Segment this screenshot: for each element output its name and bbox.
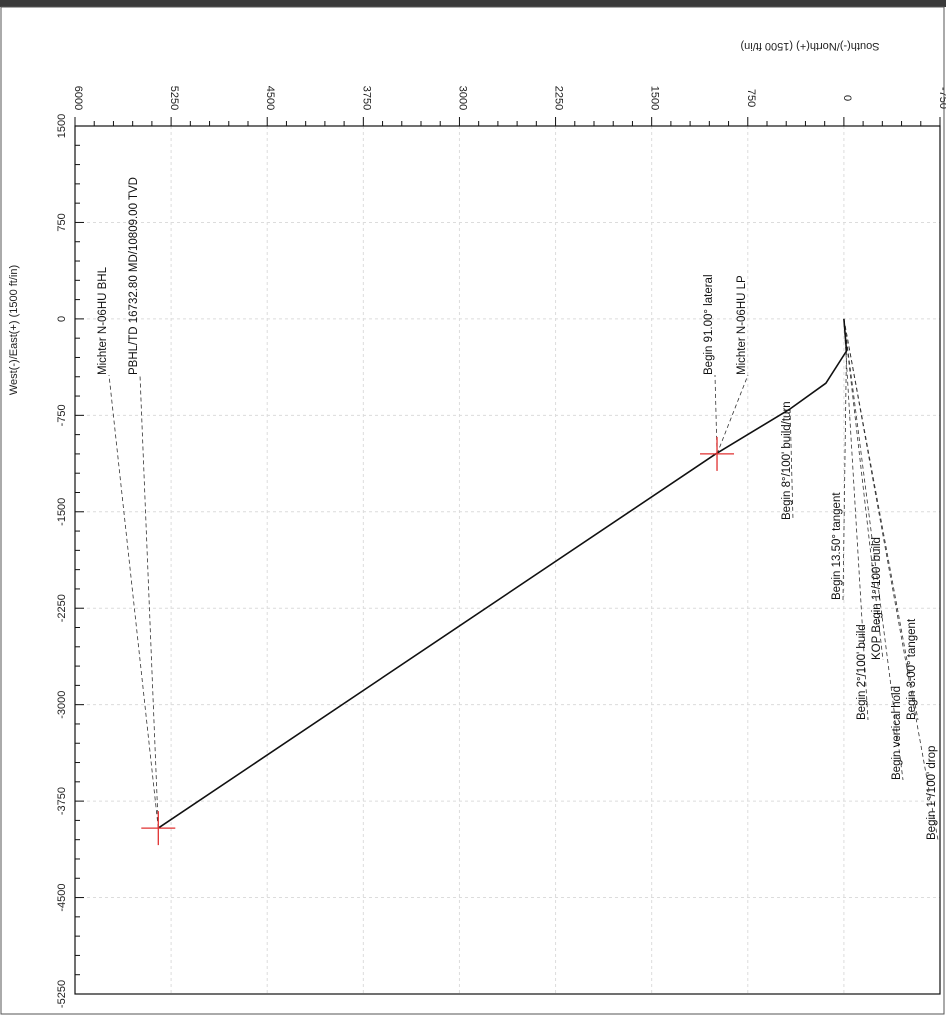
annotation-leader	[108, 374, 159, 829]
y-tick-label: 2250	[553, 86, 565, 110]
frame-border	[0, 6, 945, 1015]
annotation-label: Begin 13.50° tangent	[831, 492, 843, 600]
x-tick-label: -4500	[56, 883, 68, 911]
x-tick-label: -5250	[56, 980, 68, 1008]
annotation-label: Michter N-06HU LP	[736, 275, 748, 375]
annotation-label: Michter N-06HU BHL	[97, 266, 109, 375]
x-tick-label: 0	[56, 316, 68, 322]
y-tick-label: 1500	[649, 86, 661, 110]
annotation-label: KOP Begin 1°/100' build	[871, 537, 883, 660]
plot-area-border	[74, 125, 941, 995]
x-tick-label: -3750	[56, 787, 68, 815]
annotation-leader	[843, 318, 904, 781]
annotation-label: Begin 1°/100' drop	[926, 746, 938, 840]
annotation-leader	[843, 318, 939, 841]
annotation-label: Begin 2°/100' build	[856, 624, 868, 720]
axis-ticks	[74, 117, 941, 995]
annotation-leader	[843, 318, 919, 721]
frame-top-bar	[0, 0, 946, 7]
annotation-leaders	[108, 318, 939, 841]
y-tick-labels: 6000 5250 4500 3750 3000 2250 1500 750 0 -750	[72, 86, 946, 110]
y-tick-label: 750	[745, 89, 757, 107]
annotation-leader	[843, 318, 884, 661]
wellpath-line	[157, 318, 848, 829]
x-tick-label: -750	[56, 404, 68, 426]
annotation-label: Begin vertical hold	[891, 686, 903, 780]
annotation-label: Begin 8°/100' build/turn	[781, 401, 793, 520]
x-tick-label: -3000	[56, 691, 68, 719]
target-markers	[141, 436, 735, 846]
annotation-labels: KOP Begin 1°/100' build Begin 3.00° tange…	[97, 177, 938, 840]
x-tick-labels: 1500 750 0 -750 -1500 -2250 -3000 -3750 -4500 -52…	[56, 114, 68, 1008]
annotation-label: Begin 3.00° tangent	[906, 618, 918, 720]
wellpath-series	[157, 318, 848, 829]
annotation-label: PBHL/TD 16732.80 MD/10809.00 TVD	[128, 177, 140, 375]
annotation-leader	[714, 374, 718, 454]
y-tick-label: -750	[937, 87, 946, 109]
x-axis-title: West(-)/East(+) (1500 ft/in)	[8, 265, 20, 395]
x-tick-label: -2250	[56, 594, 68, 622]
annotation-leader	[789, 408, 794, 521]
axis-titles: West(-)/East(+) (1500 ft/in) South(-)/No…	[8, 40, 880, 395]
annotation-label: Begin 91.00° lateral	[703, 274, 715, 375]
grid-lines	[75, 126, 940, 994]
x-tick-label: 1500	[56, 114, 68, 138]
annotation-leader	[843, 318, 869, 721]
y-tick-label: 4500	[264, 86, 276, 110]
y-axis-title: South(-)/North(+) (1500 ft/in)	[740, 40, 879, 52]
y-tick-label: 0	[841, 95, 853, 101]
y-tick-label: 6000	[72, 86, 84, 110]
x-tick-label: 750	[56, 213, 68, 231]
y-tick-label: 5250	[168, 86, 180, 110]
y-tick-label: 3750	[360, 86, 372, 110]
annotation-leader	[716, 374, 749, 455]
x-tick-label: -1500	[56, 498, 68, 526]
y-tick-label: 3000	[456, 86, 468, 110]
annotation-leader	[139, 374, 159, 829]
